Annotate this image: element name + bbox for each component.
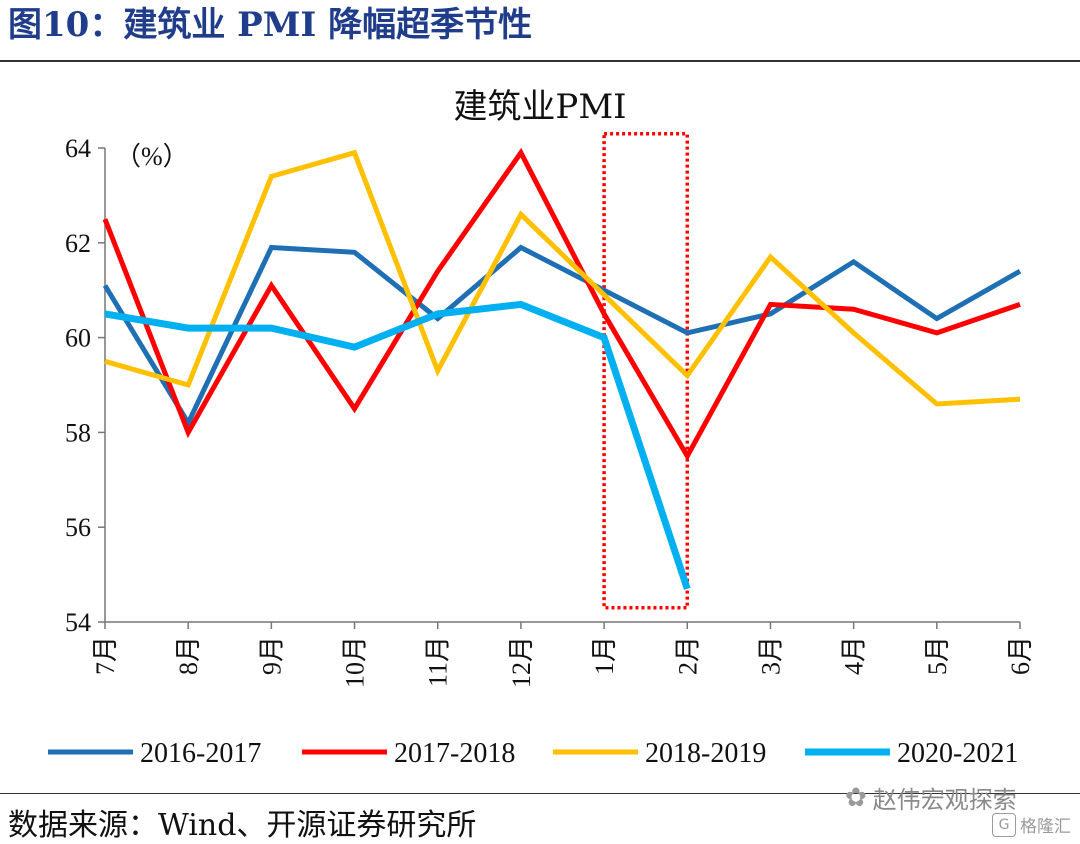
- series-line-2017-2018: [102, 147, 1021, 462]
- x-tick-label: 9月: [257, 636, 286, 675]
- watermark2-text: 格隆汇: [1020, 817, 1071, 837]
- watermark-logo: G 格隆汇: [992, 812, 1071, 837]
- header-rule: [0, 60, 1080, 62]
- x-tick-label: 4月: [840, 636, 869, 675]
- source-note: 数据来源：Wind、开源证券研究所: [8, 808, 477, 843]
- series-line-2020-2021: [104, 300, 691, 590]
- y-tick-label: 54: [65, 608, 91, 637]
- x-tick-label: 12月: [507, 636, 536, 688]
- figure-header: 图10：建筑业 PMI 降幅超季节性: [8, 5, 533, 45]
- watermark: ✿ 赵伟宏观探索: [845, 780, 1017, 815]
- x-tick-label: 5月: [923, 636, 952, 675]
- series-line-2018-2019: [104, 149, 1021, 407]
- legend-label: 2018-2019: [645, 738, 766, 769]
- legend-label: 2017-2018: [394, 738, 515, 769]
- x-tick-label: 10月: [341, 636, 370, 688]
- legend-label: 2016-2017: [140, 738, 261, 769]
- x-tick-label: 6月: [1006, 636, 1035, 675]
- series-lines: [102, 147, 1022, 590]
- y-tick-label: 56: [65, 513, 91, 542]
- footer-rule: [0, 793, 1080, 794]
- chart-title: 建筑业PMI: [453, 87, 626, 127]
- x-tick-label: 3月: [756, 636, 785, 675]
- highlight-box: [602, 132, 690, 610]
- x-tick-label: 1月: [590, 636, 619, 675]
- wechat-icon: ✿: [845, 782, 867, 813]
- x-tick-label: 2月: [673, 636, 702, 675]
- y-axis-unit-label: （%）: [115, 142, 189, 171]
- y-tick-label: 62: [65, 229, 91, 258]
- x-tick-label: 8月: [174, 636, 203, 675]
- annotation-layer: [602, 132, 690, 610]
- gelonghui-logo-icon: G: [992, 812, 1016, 837]
- x-tick-label: 7月: [91, 636, 120, 675]
- y-tick-label: 60: [65, 324, 91, 353]
- axes: 54 56 58 60 62 64 7月 8月 9月 10月 11月 12月 1月 2月 3月 4月 5月 6月: [65, 134, 1035, 688]
- legend: 2016-2017 2017-2018 2018-2019 2020-2021: [48, 738, 1018, 769]
- legend-label: 2020-2021: [897, 738, 1018, 769]
- watermark-text: 赵伟宏观探索: [872, 786, 1017, 814]
- series-line-2016-2017: [102, 244, 1022, 429]
- y-tick-label: 58: [65, 418, 91, 447]
- x-tick-label: 11月: [424, 636, 453, 687]
- y-tick-label: 64: [65, 134, 91, 163]
